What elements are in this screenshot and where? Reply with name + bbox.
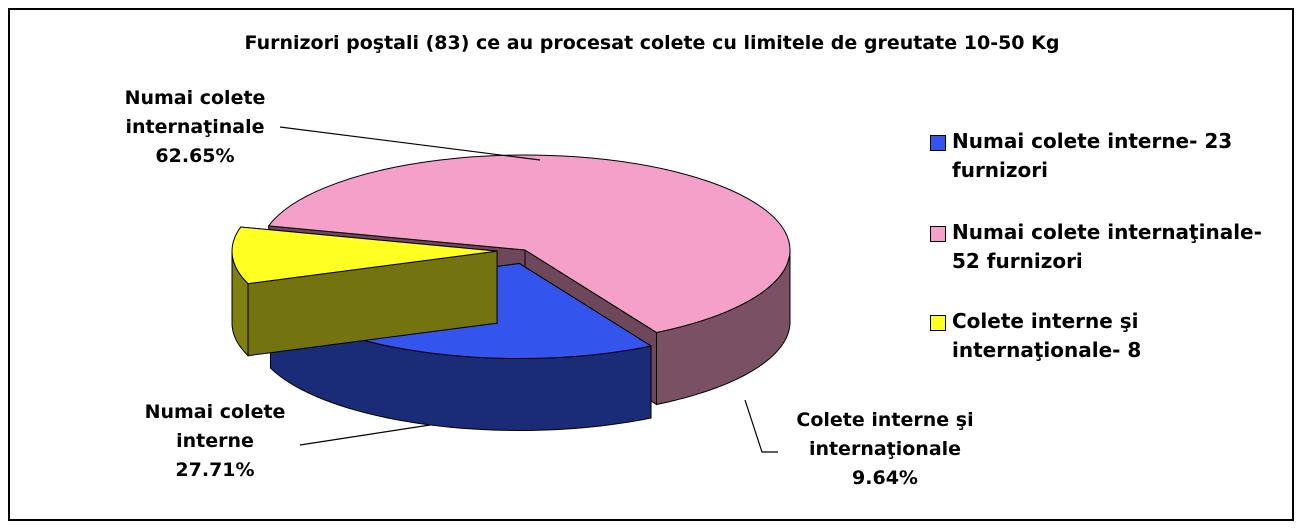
legend-swatch xyxy=(930,315,946,331)
data-label: Numai colete interne 27.71% xyxy=(110,398,320,485)
leader-line xyxy=(744,399,778,453)
data-label: Colete interne şi internaţionale 9.64% xyxy=(770,406,1000,493)
leader-line xyxy=(279,126,541,161)
legend-entry: Numai colete interne- 23 furnizori xyxy=(952,129,1233,182)
legend-swatch xyxy=(930,135,946,151)
data-label-value: 27.71% xyxy=(175,459,255,481)
data-label-name: Numai colete internaţinale xyxy=(124,87,266,138)
slice-group xyxy=(231,226,498,357)
data-label-value: 62.65% xyxy=(155,145,235,167)
data-label: Numai colete internaţinale 62.65% xyxy=(95,84,295,171)
data-label-value: 9.64% xyxy=(852,467,918,489)
data-label-name: Colete interne şi internaţionale xyxy=(796,409,974,460)
legend-swatch xyxy=(930,226,946,242)
legend-entry: Colete interne şi internaţionale- 8 xyxy=(952,309,1142,362)
leader-line xyxy=(299,424,431,446)
data-label-name: Numai colete interne xyxy=(144,401,286,452)
chart-title: Furnizori poştali (83) ce au procesat co… xyxy=(244,32,1060,54)
chart-border xyxy=(8,8,1294,521)
pie-slice xyxy=(267,154,791,334)
pie-slice xyxy=(231,226,498,285)
legend-entry: Numai colete internaţinale- 52 furnizori xyxy=(952,220,1262,273)
